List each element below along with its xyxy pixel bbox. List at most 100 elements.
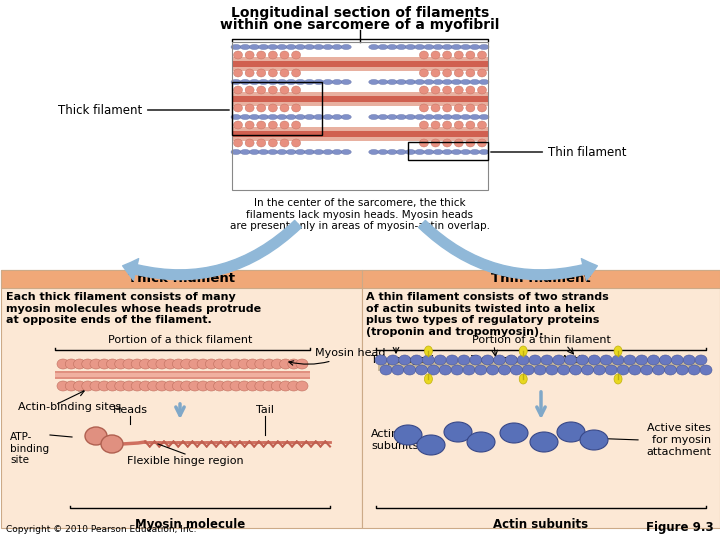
Text: Flexible hinge region: Flexible hinge region	[127, 456, 243, 466]
Ellipse shape	[245, 86, 254, 94]
Ellipse shape	[279, 381, 292, 391]
Ellipse shape	[530, 432, 558, 452]
Ellipse shape	[332, 79, 342, 84]
Ellipse shape	[90, 381, 102, 391]
Ellipse shape	[652, 365, 665, 375]
Ellipse shape	[417, 435, 445, 455]
Ellipse shape	[189, 359, 201, 369]
Ellipse shape	[477, 104, 487, 112]
Ellipse shape	[292, 139, 300, 147]
Ellipse shape	[454, 51, 463, 59]
Ellipse shape	[245, 139, 254, 147]
Ellipse shape	[695, 355, 707, 365]
Ellipse shape	[461, 114, 471, 119]
Ellipse shape	[470, 355, 482, 365]
Ellipse shape	[292, 86, 300, 94]
Ellipse shape	[268, 114, 278, 119]
Ellipse shape	[205, 359, 217, 369]
Bar	[362, 270, 720, 528]
Ellipse shape	[415, 44, 425, 50]
Ellipse shape	[292, 69, 300, 77]
Ellipse shape	[443, 86, 451, 94]
Ellipse shape	[444, 422, 472, 442]
Ellipse shape	[280, 121, 289, 129]
Ellipse shape	[245, 51, 254, 59]
Ellipse shape	[451, 79, 462, 84]
Ellipse shape	[454, 86, 463, 94]
Ellipse shape	[258, 44, 269, 50]
Ellipse shape	[280, 86, 289, 94]
Ellipse shape	[90, 359, 102, 369]
Ellipse shape	[245, 104, 254, 112]
Ellipse shape	[123, 359, 135, 369]
Ellipse shape	[341, 114, 351, 119]
Ellipse shape	[396, 114, 406, 119]
Ellipse shape	[296, 359, 308, 369]
Ellipse shape	[582, 365, 593, 375]
Ellipse shape	[277, 79, 287, 84]
Ellipse shape	[431, 139, 440, 147]
Ellipse shape	[233, 139, 243, 147]
Ellipse shape	[519, 346, 527, 356]
Ellipse shape	[332, 150, 342, 154]
Bar	[232, 127, 488, 141]
Ellipse shape	[461, 150, 471, 154]
Ellipse shape	[249, 79, 259, 84]
Ellipse shape	[66, 359, 77, 369]
Bar	[232, 57, 488, 71]
Ellipse shape	[474, 365, 487, 375]
Ellipse shape	[477, 69, 487, 77]
Ellipse shape	[671, 355, 683, 365]
Bar	[232, 92, 488, 106]
Ellipse shape	[700, 365, 712, 375]
Ellipse shape	[593, 365, 606, 375]
Ellipse shape	[431, 86, 440, 94]
Ellipse shape	[378, 114, 388, 119]
Ellipse shape	[314, 79, 324, 84]
Ellipse shape	[288, 359, 300, 369]
Ellipse shape	[305, 114, 315, 119]
Ellipse shape	[314, 44, 324, 50]
Ellipse shape	[269, 121, 277, 129]
Ellipse shape	[288, 381, 300, 391]
Ellipse shape	[140, 381, 151, 391]
Ellipse shape	[500, 423, 528, 443]
Ellipse shape	[222, 359, 234, 369]
Ellipse shape	[231, 114, 241, 119]
Ellipse shape	[477, 121, 487, 129]
Bar	[408, 142, 488, 160]
Ellipse shape	[172, 359, 184, 369]
Ellipse shape	[570, 365, 582, 375]
Ellipse shape	[57, 381, 69, 391]
Ellipse shape	[470, 44, 480, 50]
Ellipse shape	[369, 79, 379, 84]
Ellipse shape	[424, 44, 434, 50]
Ellipse shape	[466, 139, 475, 147]
Ellipse shape	[238, 381, 251, 391]
Ellipse shape	[519, 374, 527, 384]
Ellipse shape	[269, 104, 277, 112]
Ellipse shape	[420, 139, 428, 147]
Ellipse shape	[392, 365, 404, 375]
Ellipse shape	[73, 359, 86, 369]
Ellipse shape	[477, 139, 487, 147]
Ellipse shape	[557, 422, 585, 442]
Ellipse shape	[258, 114, 269, 119]
Text: Active sites
for myosin
attachment: Active sites for myosin attachment	[646, 423, 711, 457]
Ellipse shape	[280, 69, 289, 77]
Ellipse shape	[612, 355, 624, 365]
Ellipse shape	[420, 104, 428, 112]
Ellipse shape	[269, 69, 277, 77]
Ellipse shape	[230, 381, 242, 391]
Text: In the center of the sarcomere, the thick
filaments lack myosin heads. Myosin he: In the center of the sarcomere, the thic…	[230, 198, 490, 231]
Ellipse shape	[205, 381, 217, 391]
Bar	[232, 42, 488, 190]
Ellipse shape	[240, 79, 250, 84]
Ellipse shape	[280, 139, 289, 147]
Ellipse shape	[230, 359, 242, 369]
Ellipse shape	[280, 51, 289, 59]
Ellipse shape	[443, 121, 451, 129]
Ellipse shape	[461, 79, 471, 84]
Ellipse shape	[415, 150, 425, 154]
Ellipse shape	[268, 44, 278, 50]
